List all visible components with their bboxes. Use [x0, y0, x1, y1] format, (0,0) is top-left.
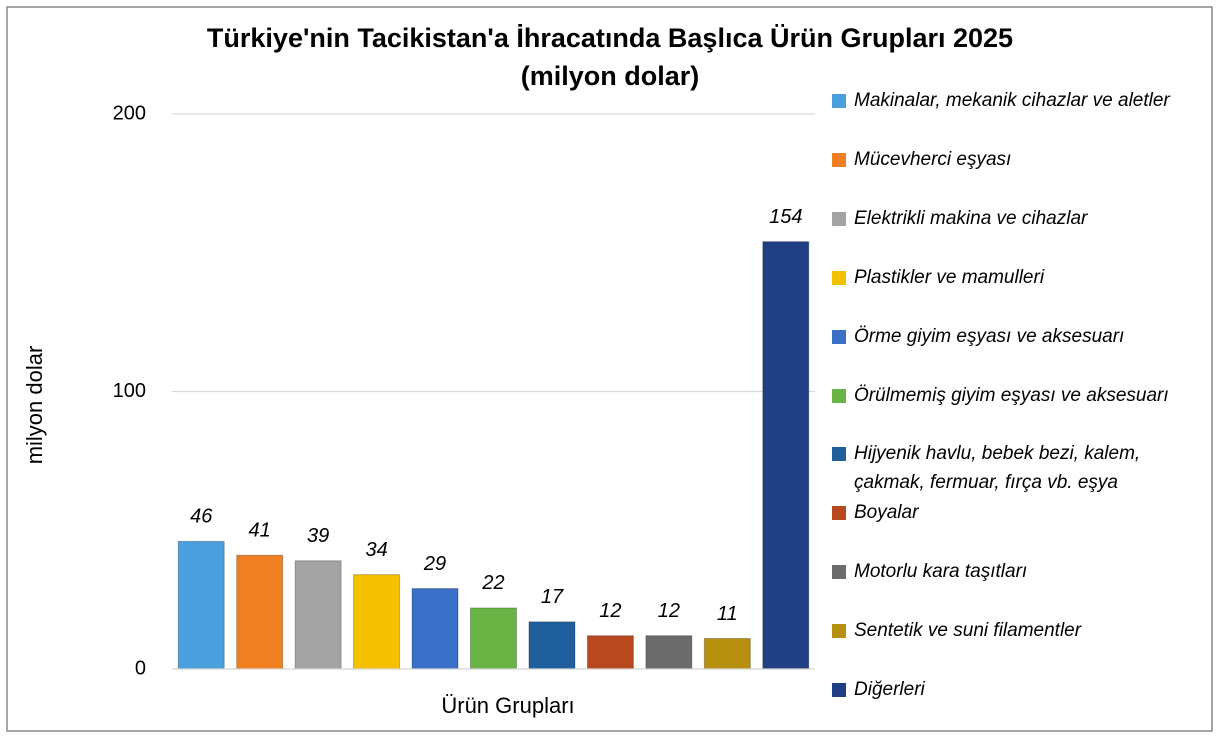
legend-label: Motorlu kara taşıtları: [854, 561, 1028, 583]
legend-swatch: [832, 388, 846, 403]
bar: [528, 621, 576, 670]
legend-item: Örülmemiş giyim eşyası ve aksesuarı: [832, 381, 1202, 410]
bar: [177, 540, 225, 670]
legend-item: Diğerleri: [832, 675, 1202, 704]
legend-label: Diğerleri: [854, 679, 925, 700]
data-label: 11: [717, 603, 738, 625]
chart-subtitle: (milyon dolar): [521, 61, 700, 91]
data-label: 17: [541, 586, 564, 608]
x-axis-label: Ürün Grupları: [441, 693, 574, 718]
legend-swatch: [832, 506, 846, 521]
legend-item: Sentetik ve suni filamentler: [832, 616, 1202, 645]
legend-item: Örme giyim eşyası ve aksesuarı: [832, 322, 1202, 351]
bar: [703, 637, 751, 670]
legend-swatch: [832, 683, 846, 697]
legend-item: Boyalar: [832, 498, 1202, 527]
bar: [470, 607, 517, 670]
y-tick-label: 0: [135, 657, 146, 679]
data-label: 12: [658, 600, 680, 622]
legend-item: Motorlu kara taşıtları: [832, 557, 1202, 586]
legend-swatch: [832, 565, 846, 580]
y-tick-label: 100: [113, 380, 146, 402]
data-label: 34: [365, 539, 387, 561]
bar: [236, 554, 284, 670]
data-label: 154: [769, 206, 802, 228]
legend-swatch: [832, 329, 846, 344]
data-label: 12: [599, 600, 621, 622]
bar: [645, 635, 693, 670]
legend-label: Örme giyim eşyası ve aksesuarı: [854, 325, 1125, 347]
legend-label: Boyalar: [854, 502, 919, 524]
bar: [762, 241, 810, 670]
legend-item: Elektrikli makina ve cihazlar: [832, 204, 1202, 233]
bar: [586, 635, 634, 670]
legend-label: Hijyenik havlu, bebek bezi, kalem, çakma…: [854, 443, 1141, 494]
data-label: 39: [307, 525, 329, 547]
legend-item: Makinalar, mekanik cihazlar ve aletler: [832, 86, 1202, 115]
bar: [411, 588, 459, 670]
legend-item: Hijyenik havlu, bebek bezi, kalem, çakma…: [832, 439, 1202, 497]
chart-border: [6, 6, 1213, 732]
legend-swatch: [832, 94, 846, 108]
chart-title: Türkiye'nin Tacikistan'a İhracatında Baş…: [207, 23, 1013, 53]
legend-label: Örülmemiş giyim eşyası ve aksesuarı: [854, 384, 1169, 406]
data-label: 46: [190, 506, 213, 528]
data-label: 41: [249, 520, 271, 542]
y-axis-label: milyon dolar: [22, 346, 47, 465]
legend-swatch: [832, 447, 846, 462]
legend-label: Sentetik ve suni filamentler: [854, 620, 1082, 642]
bar: [294, 560, 342, 670]
legend-label: Makinalar, mekanik cihazlar ve aletler: [854, 90, 1170, 111]
legend-label: Plastikler ve mamulleri: [854, 266, 1045, 288]
legend-swatch: [832, 211, 846, 226]
legend-swatch: [832, 624, 846, 639]
legend-item: Plastikler ve mamulleri: [832, 263, 1202, 292]
data-label: 22: [481, 572, 504, 594]
legend-swatch: [832, 270, 846, 285]
y-tick-label: 200: [113, 102, 146, 124]
bar: [353, 574, 401, 670]
legend-label: Mücevherci eşyası: [854, 148, 1012, 170]
legend-swatch: [832, 152, 846, 167]
data-label: 29: [423, 553, 446, 575]
legend-label: Elektrikli makina ve cihazlar: [854, 207, 1088, 229]
legend-item: Mücevherci eşyası: [832, 145, 1202, 174]
